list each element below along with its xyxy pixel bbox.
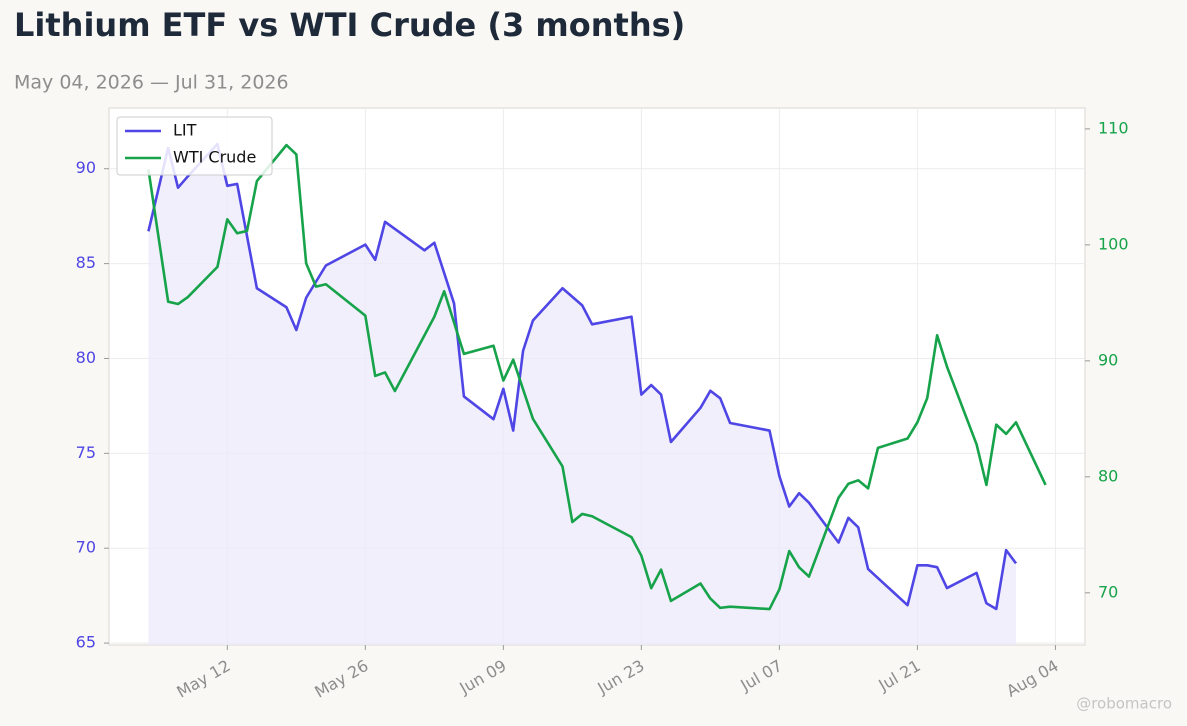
x-tick-label: May 12 [173,656,233,702]
x-tick-label: Jul 07 [737,656,786,695]
x-tick-label: Jun 09 [456,656,510,698]
chart-subtitle: May 04, 2026 — Jul 31, 2026 [14,72,289,94]
y2-tick-label: 90 [1098,350,1118,369]
legend-label: WTI Crude [173,148,256,167]
x-tick-label: May 26 [311,656,371,702]
watermark: @robomacro [1076,695,1172,713]
legend-label: LIT [173,121,197,140]
y-tick-label: 80 [76,348,96,367]
y2-tick-label: 70 [1098,582,1118,601]
y-tick-label: 85 [76,253,96,272]
y2-tick-label: 80 [1098,466,1118,485]
y2-tick-label: 110 [1098,118,1129,137]
y-tick-label: 70 [76,538,96,557]
series-line [147,142,1018,611]
y-tick-label: 75 [76,443,96,462]
area-fill [148,144,1016,645]
x-tick-label: Jun 23 [594,656,648,698]
x-tick-label: Aug 04 [1003,656,1062,701]
y2-tick-label: 100 [1098,234,1129,253]
series-line [147,143,1047,611]
y-tick-label: 90 [76,158,96,177]
y-tick-label: 65 [76,633,96,652]
x-tick-label: Jul 21 [875,656,924,695]
chart-title: Lithium ETF vs WTI Crude (3 months) [14,6,685,44]
